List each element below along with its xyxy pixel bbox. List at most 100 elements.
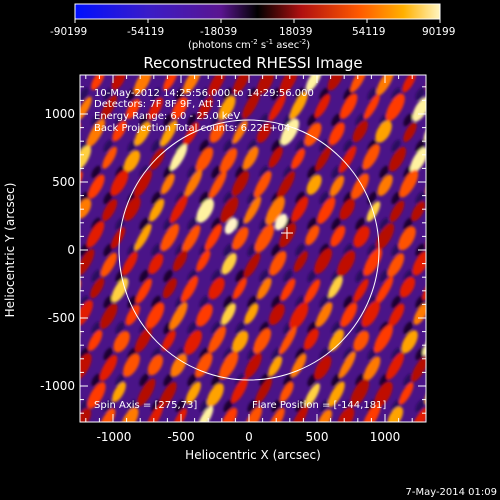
fringe-dark-blob <box>307 165 317 179</box>
x-tick-label: -1000 <box>97 430 132 444</box>
fringe-dark-blob <box>103 139 113 153</box>
fringe-blob <box>123 196 141 222</box>
fringe-dark-blob <box>199 191 209 205</box>
fringe-blob <box>133 75 152 95</box>
fringe-blob <box>135 278 152 304</box>
fringe-dark-blob <box>175 347 185 361</box>
axis-ticks <box>80 75 426 422</box>
fringe-blob <box>208 326 227 353</box>
fringe-blob <box>90 277 105 299</box>
fringe-blob <box>398 226 416 251</box>
fringe-blob <box>221 253 237 275</box>
hot-spot <box>224 217 238 235</box>
fringe-dark-blob <box>425 60 438 76</box>
fringe-blob <box>183 75 202 95</box>
fringe-dark-blob <box>259 269 269 283</box>
fringe-blob <box>173 408 187 422</box>
fringe-dark-blob <box>235 269 245 283</box>
fringe-blob <box>160 173 175 195</box>
fringe-blob <box>160 223 180 252</box>
annotation-flare-position: Flare Position = [-144,181] <box>252 400 386 411</box>
fringe-blob <box>255 377 273 405</box>
fringe-blob <box>280 278 296 301</box>
colorbar-units: (photons cm-2 s-1 asec-2) <box>188 38 310 51</box>
fringe-blob <box>113 331 130 353</box>
fringe-blob <box>232 120 248 144</box>
fringe-blob <box>364 94 380 120</box>
fringe-blob <box>196 250 211 272</box>
fringe-dark-blob <box>331 373 341 387</box>
fringe-blob <box>244 353 262 379</box>
fringe-blob <box>88 330 103 351</box>
fringe-dark-blob <box>425 112 438 128</box>
fringe-dark-blob <box>449 60 462 76</box>
colorbar-tick-label: 18039 <box>279 26 312 38</box>
fringe-blob <box>363 248 383 276</box>
fringe-dark-blob <box>271 139 281 153</box>
fringe-blob <box>50 200 72 226</box>
fringe-dark-blob <box>307 269 317 283</box>
fringe-dark-blob <box>247 399 257 413</box>
fringe-blob <box>389 200 405 223</box>
colorbar-tick-label: 90199 <box>422 26 455 38</box>
fringe-dark-blob <box>139 217 149 231</box>
fringe-dark-blob <box>295 191 305 205</box>
fringe-dark-blob <box>391 139 401 153</box>
fringe-blob <box>279 223 297 248</box>
fringe-dark-blob <box>425 372 438 388</box>
fringe-dark-blob <box>80 399 89 413</box>
fringe-dark-blob <box>163 373 173 387</box>
fringe-blob <box>268 356 283 377</box>
fringe-dark-blob <box>163 269 173 283</box>
fringe-dark-blob <box>211 217 221 231</box>
fringe-blob <box>339 145 357 174</box>
fringe-dark-blob <box>139 113 149 127</box>
fringe-blob <box>137 378 156 407</box>
fringe-blob <box>279 326 297 355</box>
fringe-dark-blob <box>391 295 401 309</box>
fringe-blob <box>291 148 306 169</box>
fringe-blob <box>147 355 164 376</box>
fringe-dark-blob <box>151 191 161 205</box>
fringe-blob <box>183 122 199 147</box>
fringe-dark-blob <box>175 139 185 153</box>
fringe-dark-blob <box>127 295 137 309</box>
fringe-dark-blob <box>139 269 149 283</box>
fringe-dark-blob <box>247 139 257 153</box>
fringe-dark-blob <box>437 86 450 102</box>
fringe-dark-blob <box>259 321 269 335</box>
fringe-blob <box>170 195 188 223</box>
fringe-blob <box>377 174 393 196</box>
fringe-dark-blob <box>247 243 257 257</box>
fringe-dark-blob <box>415 399 425 413</box>
fringe-dark-blob <box>391 243 401 257</box>
fringe-blob <box>411 201 426 222</box>
fringe-blob <box>352 120 369 143</box>
fringe-dark-blob <box>211 113 221 127</box>
fringe-blob <box>205 224 222 251</box>
fringe-dark-blob <box>127 243 137 257</box>
fringe-dark-blob <box>223 347 233 361</box>
fringe-blob <box>432 93 453 120</box>
fringe-dark-blob <box>437 242 450 258</box>
fringe-blob <box>403 122 417 143</box>
fringe-blob <box>340 302 358 328</box>
fringe-dark-blob <box>151 399 161 413</box>
fringe-blob <box>328 122 345 146</box>
fringe-dark-blob <box>449 424 462 440</box>
fringe-dark-blob <box>331 217 341 231</box>
colorbar-tick-label: -18039 <box>200 26 237 38</box>
fringe-blob <box>134 121 151 146</box>
fringe-blob <box>112 120 127 142</box>
fringe-blob <box>315 146 332 171</box>
fringe-blob <box>102 146 117 169</box>
fringe-dark-blob <box>319 347 329 361</box>
fringe-blob <box>110 170 129 196</box>
fringe-dark-blob <box>377 60 390 76</box>
fringe-blob <box>389 146 407 172</box>
fringe-blob <box>159 381 177 409</box>
fringe-dark-blob <box>209 424 222 440</box>
fringe-blob <box>375 120 392 143</box>
fringe-dark-blob <box>319 191 329 205</box>
fringe-blob <box>435 149 454 173</box>
